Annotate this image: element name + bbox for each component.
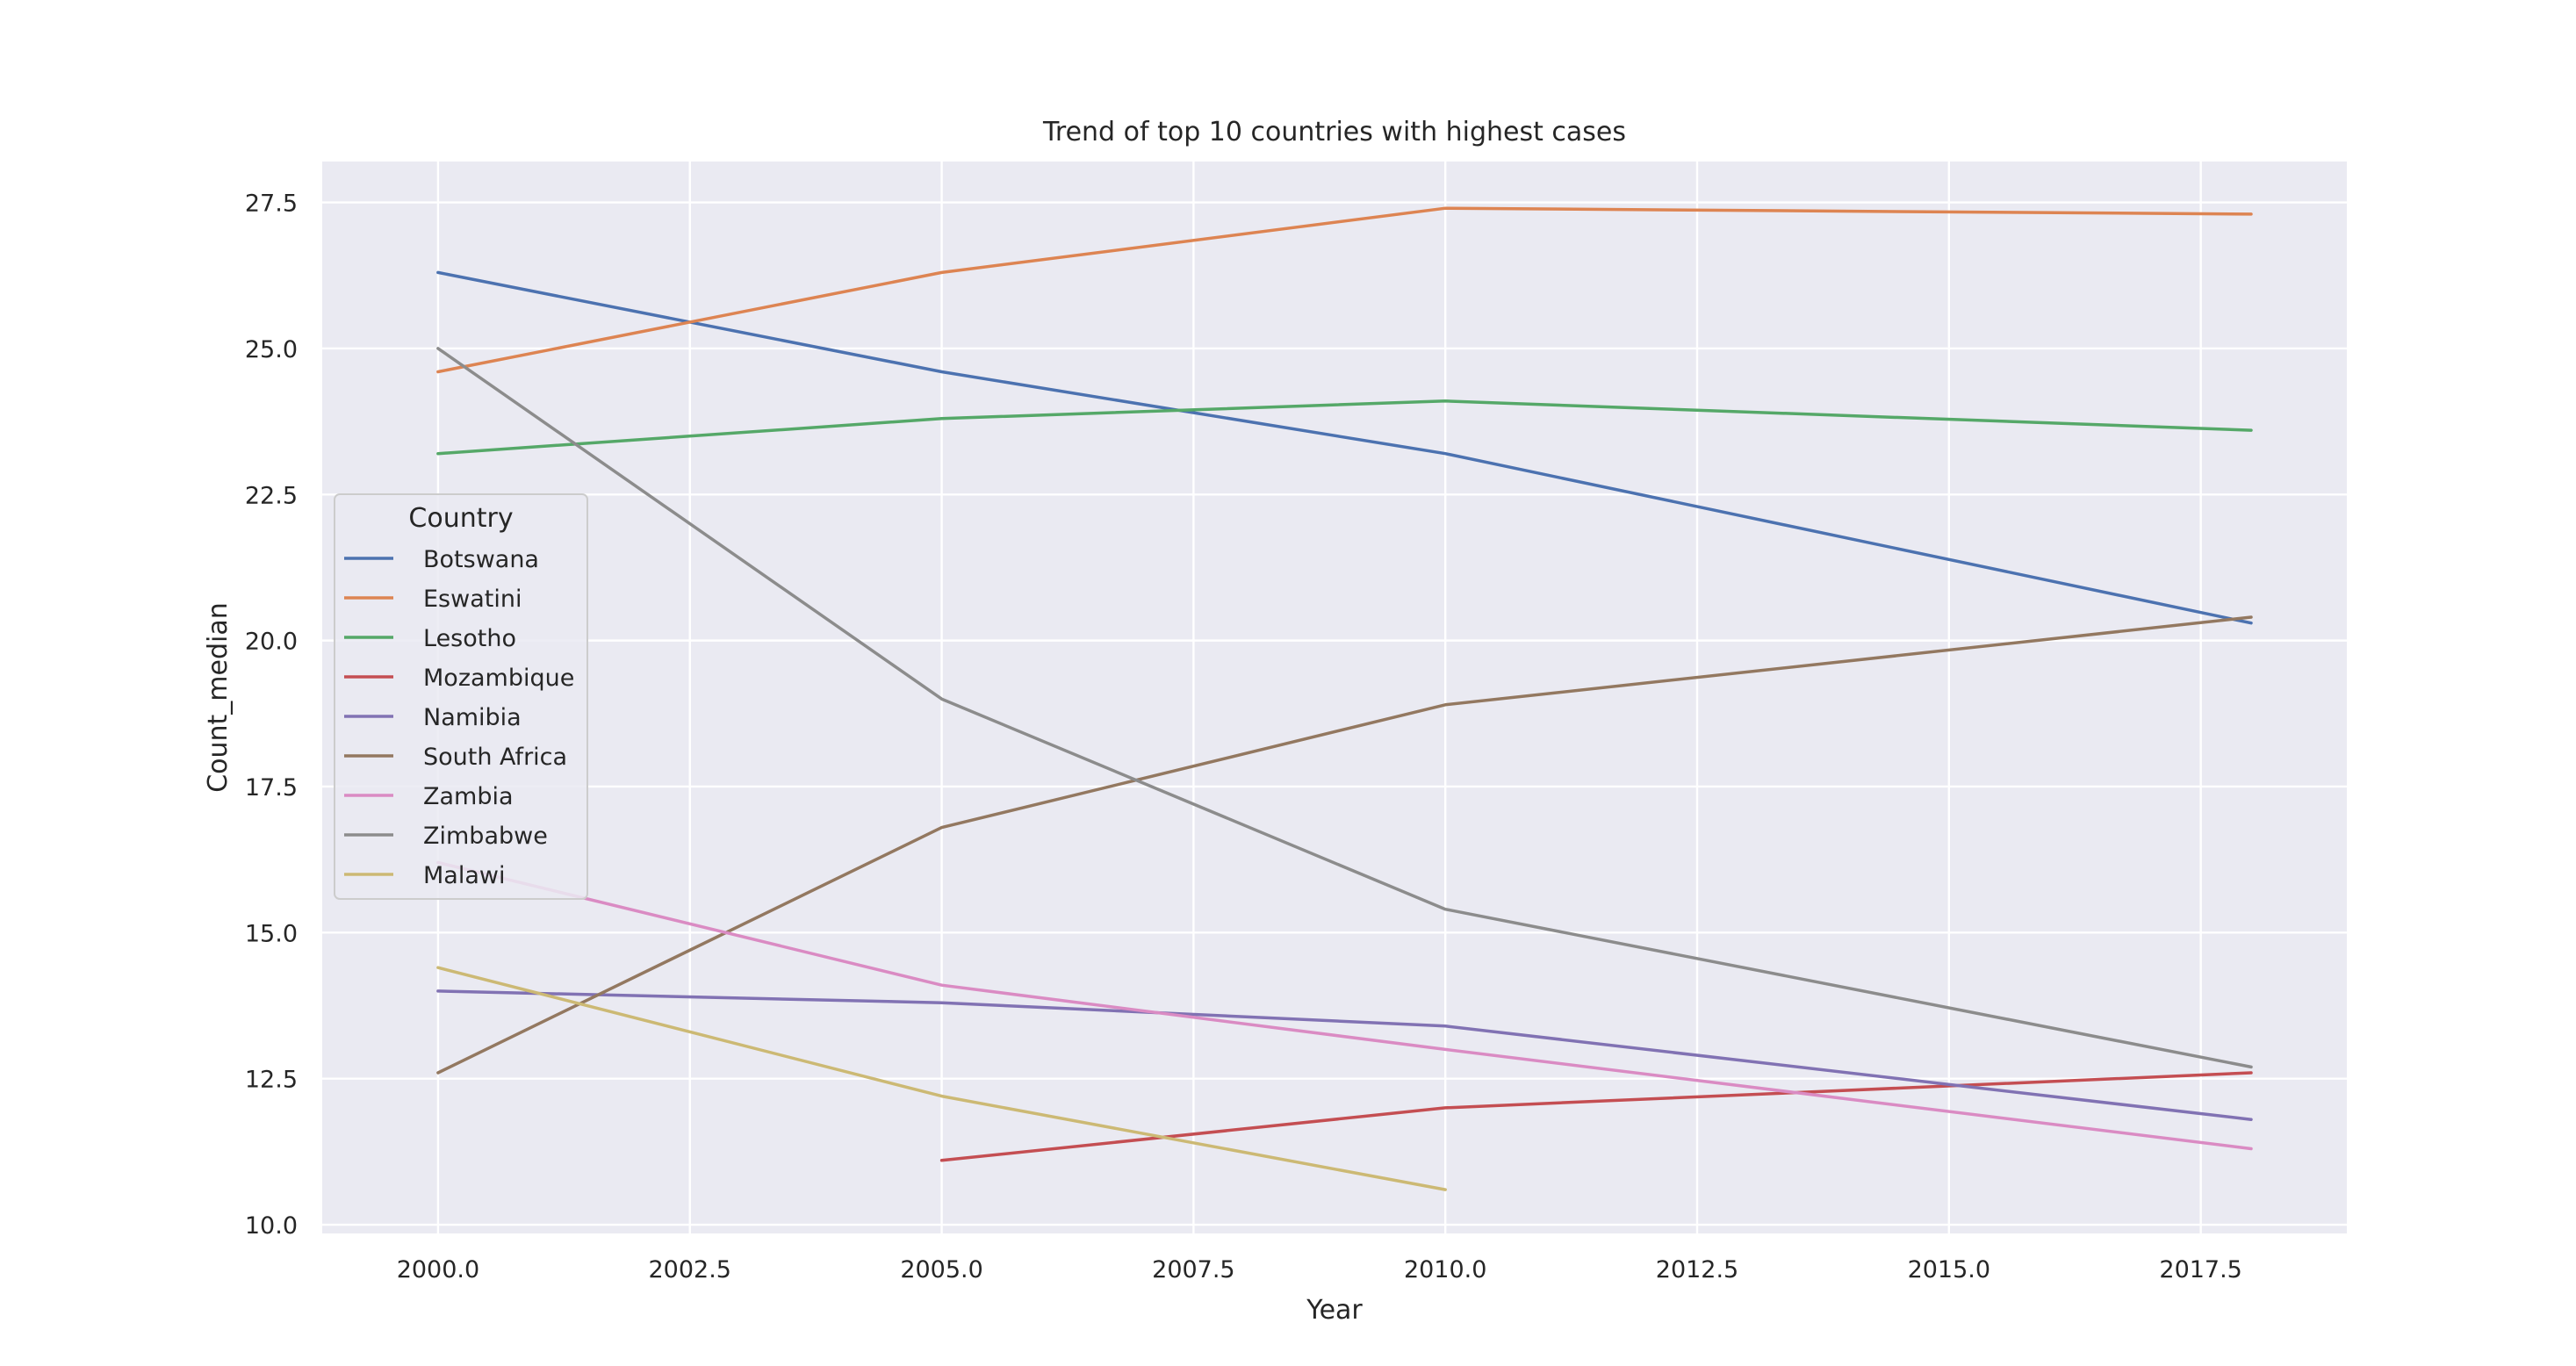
legend-title: Country xyxy=(408,503,513,534)
legend-entry: Malawi xyxy=(423,862,505,889)
y-tick-label: 20.0 xyxy=(245,629,298,656)
y-tick-label: 12.5 xyxy=(245,1067,298,1094)
series-line-south-africa xyxy=(436,615,2253,1075)
x-tick-label: 2010.0 xyxy=(1404,1256,1486,1283)
x-tick-labels: 2000.0 2002.5 2005.0 2007.5 2010.0 2012.5 2015… xyxy=(397,1256,2242,1283)
legend-entry: Namibia xyxy=(423,704,522,731)
y-tick-label: 22.5 xyxy=(245,482,298,509)
legend-frame xyxy=(334,493,588,900)
chart-title: Trend of top 10 countries with highest c… xyxy=(1042,117,1626,147)
series-line-namibia xyxy=(436,989,2253,1121)
y-tick-label: 25.0 xyxy=(245,336,298,363)
series-line-malawi xyxy=(436,966,1447,1191)
series-line-zambia xyxy=(436,860,2253,1151)
x-tick-label: 2015.0 xyxy=(1908,1256,1990,1283)
y-tick-label: 10.0 xyxy=(245,1212,298,1240)
y-tick-label: 15.0 xyxy=(245,920,298,947)
legend-entry: Eswatini xyxy=(423,586,522,613)
x-tick-label: 2005.0 xyxy=(900,1256,982,1283)
y-tick-label: 17.5 xyxy=(245,774,298,802)
series-line-lesotho xyxy=(436,399,2253,456)
y-axis-label: Count_median xyxy=(203,602,234,793)
x-axis-label: Year xyxy=(1306,1295,1363,1326)
legend-entry: Mozambique xyxy=(423,665,574,692)
series-line-zimbabwe xyxy=(436,347,2253,1069)
legend-entry: Botswana xyxy=(423,546,539,573)
x-tick-label: 2007.5 xyxy=(1152,1256,1234,1283)
legend-entry: South Africa xyxy=(423,744,567,771)
series-line-eswatini xyxy=(436,206,2253,374)
series-line-mozambique xyxy=(939,1071,2253,1162)
x-tick-label: 2000.0 xyxy=(397,1256,479,1283)
legend-entry: Lesotho xyxy=(423,625,516,652)
plot-area xyxy=(322,162,2347,1233)
x-tick-label: 2002.5 xyxy=(649,1256,731,1283)
legend-entry: Zimbabwe xyxy=(423,823,548,850)
y-tick-label: 27.5 xyxy=(245,191,298,218)
legend: Country Botswana Eswatini Lesotho Mozambique… xyxy=(334,493,588,900)
legend-entry: Zambia xyxy=(423,783,514,810)
series-lines xyxy=(436,206,2253,1191)
x-tick-label: 2012.5 xyxy=(1656,1256,1738,1283)
x-tick-label: 2017.5 xyxy=(2159,1256,2241,1283)
y-tick-labels: 10.0 12.5 15.0 17.5 20.0 22.5 25.0 27.5 xyxy=(245,191,298,1240)
grid xyxy=(322,162,2347,1233)
